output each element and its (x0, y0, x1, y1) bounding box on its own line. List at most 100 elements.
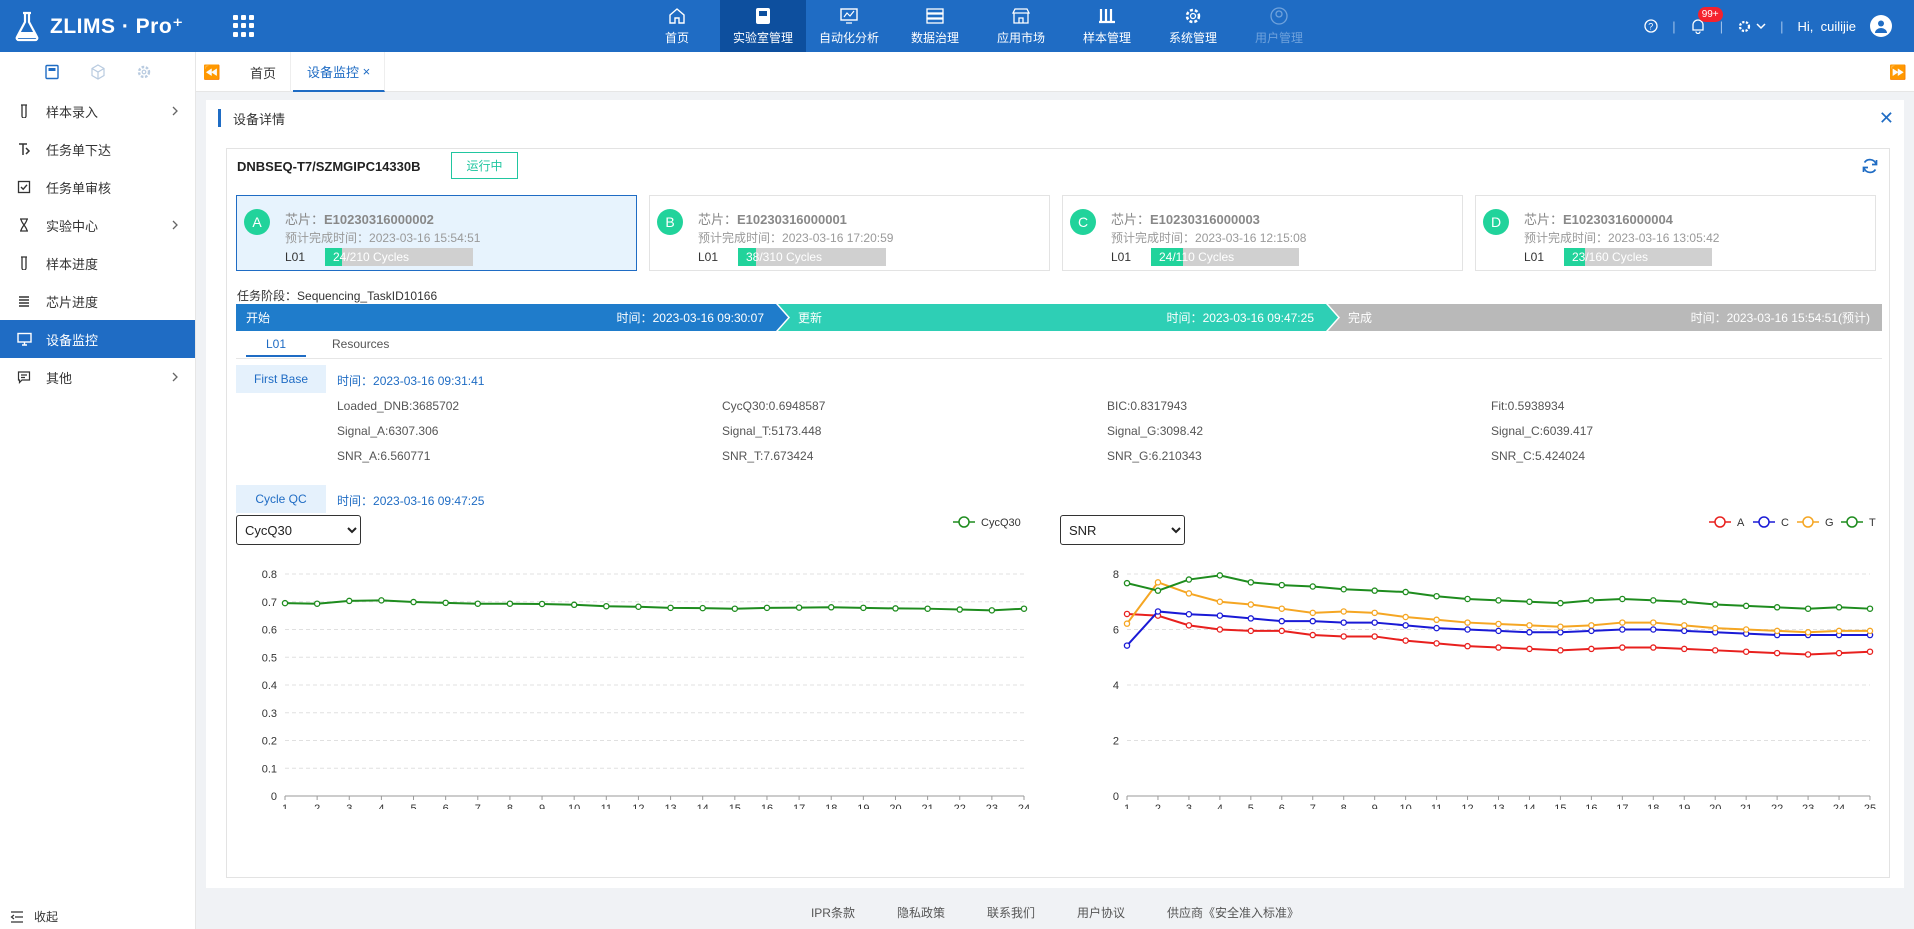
notification-bell[interactable]: 99+ (1690, 7, 1723, 35)
help-icon[interactable]: ? (1644, 19, 1658, 33)
metric-select-left[interactable]: CycQ30 (236, 515, 361, 545)
data-point-A (1557, 647, 1564, 654)
x-tick-label: 5 (410, 803, 416, 809)
nav-label: 系统管理 (1168, 31, 1217, 45)
footer-link-supplier[interactable]: 供应商《安全准入标准》 (1167, 906, 1300, 920)
tab-home[interactable]: 首页 (236, 52, 292, 92)
footer-link-privacy[interactable]: 隐私政策 (896, 906, 945, 920)
sidebar-item-other[interactable]: 其他 (0, 358, 195, 396)
nav-lab-management[interactable]: 实验室管理 (720, 0, 806, 52)
y-tick-label: 0.5 (262, 652, 277, 664)
cycq30-line-chart: 0.80.70.60.50.40.30.20.101 2 3 4 5 6 7 8 9 10 11 12… (262, 516, 1030, 809)
tabs-scroll-left-icon[interactable]: ⏪ (203, 63, 221, 80)
chip-card-b[interactable]: B 芯片：E10230316000001 预计完成时间：2023-03-16 1… (649, 195, 1050, 271)
y-tick-label: 0.3 (262, 708, 277, 720)
cycle-qc-tag: Cycle QC (236, 485, 326, 513)
x-tick-label: 9 (1372, 803, 1378, 809)
data-point-T (1681, 598, 1688, 606)
metric-signal-a: Signal_A:6307.306 (337, 424, 439, 438)
data-point-A (1835, 649, 1843, 657)
footer-link-ipr[interactable]: IPR条款 (810, 906, 855, 920)
sidebar-item-task-issue[interactable]: 任务单下达 (0, 130, 195, 168)
separator: | (1672, 18, 1676, 34)
settings-dropdown[interactable] (1737, 19, 1766, 34)
settings-icon[interactable] (136, 64, 152, 80)
tab-label: 首页 (250, 65, 277, 81)
sidebar-item-label: 其他 (46, 370, 73, 386)
chip-card-c[interactable]: C 芯片：E10230316000003 预计完成时间：2023-03-16 1… (1062, 195, 1463, 271)
collapse-sidebar-button[interactable]: 收起 (10, 908, 58, 925)
data-point-T (1619, 595, 1626, 603)
bell-icon (1692, 19, 1704, 35)
avatar[interactable] (1870, 15, 1892, 37)
x-tick-label: 3 (346, 803, 352, 809)
sidebar-tabs (0, 52, 195, 92)
refresh-icon[interactable] (1861, 157, 1879, 175)
data-point-G (1619, 619, 1626, 626)
metric-loaded-dnb: Loaded_DNB:3685702 (337, 399, 460, 413)
x-tick-label: 16 (761, 803, 773, 809)
sidebar-item-task-review[interactable]: 任务单审核 (0, 168, 195, 206)
y-tick-label: 8 (1113, 569, 1119, 581)
first-base-tag: First Base (236, 365, 326, 393)
sidebar-item-sample-entry[interactable]: 样本录入 (0, 92, 195, 130)
data-point-G (1804, 629, 1812, 636)
chip-slot-badge: B (657, 209, 683, 235)
chip-card-d[interactable]: D 芯片：E10230316000004 预计完成时间：2023-03-16 1… (1475, 195, 1876, 271)
data-point-CycQ30 (313, 600, 321, 607)
nav-system-management[interactable]: 系统管理 (1150, 0, 1236, 52)
data-point-G (1835, 627, 1843, 635)
y-tick-label: 2 (1113, 736, 1119, 748)
x-tick-label: 4 (1217, 803, 1223, 809)
nav-user-management[interactable]: 用户管理 (1236, 0, 1322, 52)
data-point-CycQ30 (538, 600, 546, 608)
x-tick-label: 23 (1802, 803, 1814, 809)
sidebar-item-label: 芯片进度 (46, 294, 99, 310)
data-point-A (1619, 644, 1626, 651)
cube-icon[interactable] (90, 64, 106, 80)
data-point-T (1650, 597, 1657, 604)
data-point-A (1340, 633, 1347, 640)
task-issue-icon (16, 141, 32, 157)
data-point-G (1557, 623, 1564, 630)
nav-data-governance[interactable]: 数据治理 (892, 0, 978, 52)
chip-card-a[interactable]: A 芯片：E10230316000002 预计完成时间：2023-03-16 1… (236, 195, 637, 271)
card-icon[interactable] (44, 64, 60, 80)
data-point-T (1711, 601, 1719, 608)
collapse-icon (10, 910, 23, 923)
x-tick-label: 6 (443, 803, 449, 809)
data-point-CycQ30 (410, 598, 417, 606)
footer-link-agreement[interactable]: 用户协议 (1077, 906, 1126, 920)
footer-link-contact[interactable]: 联系我们 (986, 906, 1035, 920)
sidebar-item-label: 任务单下达 (46, 142, 112, 158)
sidebar-item-device-monitor[interactable]: 设备监控 (0, 320, 195, 358)
sidebar-item-lab-center[interactable]: 实验中心 (0, 206, 195, 244)
nav-app-market[interactable]: 应用市场 (978, 0, 1064, 52)
data-point-C (1588, 627, 1595, 635)
x-tick-label: 25 (1864, 803, 1876, 809)
close-icon[interactable]: ✕ (1878, 108, 1894, 128)
tab-resources[interactable]: Resources (332, 337, 390, 351)
x-tick-label: 20 (1709, 803, 1721, 809)
tab-l01[interactable]: L01 (246, 337, 306, 357)
tab-device-monitor[interactable]: 设备监控 × (293, 52, 386, 92)
nav-home[interactable]: 首页 (634, 0, 720, 52)
tabs-scroll-right-icon[interactable]: ⏩ (1889, 63, 1907, 80)
nav-sample-management[interactable]: 样本管理 (1064, 0, 1150, 52)
sidebar-item-label: 样本录入 (46, 104, 99, 120)
nav-auto-analysis[interactable]: 自动化分析 (806, 0, 892, 52)
stage-update-arrow (778, 304, 1338, 331)
app-logo[interactable]: ZLIMS · Pro⁺ (12, 8, 184, 44)
x-tick-label: 8 (507, 803, 513, 809)
data-point-T (1742, 602, 1750, 610)
app-grid-icon[interactable] (233, 15, 255, 37)
x-tick-label: 24 (1018, 803, 1030, 809)
legend-label: G (1825, 517, 1834, 529)
metric-select-right[interactable]: SNR (1060, 515, 1185, 545)
sidebar-item-sample-progress[interactable]: 样本进度 (0, 244, 195, 282)
tab-close-icon[interactable]: × (362, 63, 371, 79)
data-point-G (1866, 627, 1874, 635)
user-icon (1270, 7, 1288, 25)
sidebar-item-chip-progress[interactable]: 芯片进度 (0, 282, 195, 320)
x-tick-label: 16 (1585, 803, 1597, 809)
